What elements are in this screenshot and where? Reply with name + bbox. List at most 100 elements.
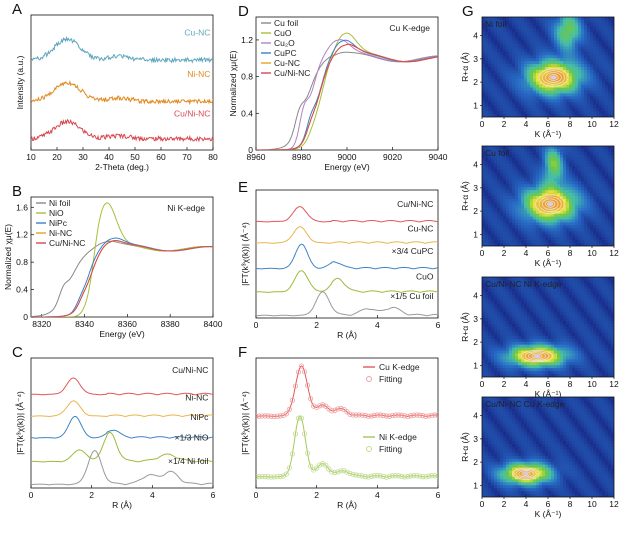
x-tick-label: 6	[546, 119, 551, 129]
panel-label: D	[238, 3, 249, 20]
x-tick-label: 12	[609, 119, 619, 129]
series-line	[256, 366, 438, 417]
x-tick-label: 6	[546, 379, 551, 389]
heatmap-cells	[482, 146, 615, 247]
x-tick-label: 6	[546, 248, 551, 258]
contour-peak	[547, 202, 553, 206]
x-tick-label: 30	[78, 152, 88, 162]
x-tick-label: 0	[480, 119, 485, 129]
x-tick-label: 10	[587, 119, 597, 129]
y-axis-label: R+α (Å)	[460, 52, 470, 82]
x-tick-label: 8	[568, 379, 573, 389]
x-tick-label: 2	[502, 119, 507, 129]
y-tick-label: 2	[473, 206, 478, 216]
series-annotation: Ni-NC	[187, 69, 210, 79]
x-tick-label: 2	[314, 320, 319, 330]
x-tick-label: 8320	[32, 319, 51, 329]
panel-label: B	[12, 183, 22, 200]
panel-label: F	[238, 344, 247, 361]
y-tick-label: 1	[473, 229, 478, 239]
series-annotation: CuO	[416, 272, 434, 282]
series-line	[256, 416, 438, 477]
y-tick-label: 4	[473, 31, 478, 41]
x-tick-label: 2	[502, 379, 507, 389]
legend-label: CuO	[274, 28, 292, 38]
x-axis-label: Energy (eV)	[324, 162, 370, 172]
x-tick-label: 2	[89, 490, 94, 500]
legend-label: Fitting	[379, 374, 402, 384]
x-tick-label: 4	[524, 379, 529, 389]
x-tick-label: 4	[375, 490, 380, 500]
y-tick-label: 1	[473, 100, 478, 110]
y-tick-label: 4	[473, 291, 478, 301]
series-line	[31, 120, 213, 141]
series-annotation: Cu-NC	[407, 224, 433, 234]
x-tick-label: 9040	[429, 152, 448, 162]
y-axis-label: Normalized χμ(E)	[228, 50, 238, 116]
x-tick-label: 9000	[338, 152, 357, 162]
edge-title: Cu K-edge	[389, 23, 430, 33]
y-tick-label: 0.4	[16, 285, 28, 295]
x-tick-label: 70	[182, 152, 192, 162]
x-tick-label: 12	[609, 248, 619, 258]
legend-label: Cu₂O	[274, 38, 295, 48]
legend-label: Cu/Ni-NC	[274, 68, 310, 78]
legend-label: Ni foil	[49, 198, 70, 208]
x-tick-label: 60	[156, 152, 166, 162]
series-line	[31, 241, 213, 317]
x-tick-label: 8	[568, 119, 573, 129]
legend-label: CuPC	[274, 48, 297, 58]
legend-label: Cu foil	[274, 18, 298, 28]
series-annotation: Cu/Ni-NC	[397, 199, 433, 209]
legend-label: Cu-NC	[274, 58, 300, 68]
legend-marker	[367, 377, 372, 382]
y-tick-label: 3	[473, 54, 478, 64]
series-group	[254, 364, 440, 480]
x-tick-label: 6	[436, 320, 441, 330]
legend-label: NiPc	[49, 218, 68, 228]
heatmap-cells	[482, 397, 615, 498]
x-tick-label: 0	[480, 248, 485, 258]
x-tick-label: 40	[104, 152, 114, 162]
heatmap-cells	[482, 17, 615, 118]
x-tick-label: 0	[254, 490, 259, 500]
x-axis-label: R (Å)	[337, 500, 357, 510]
y-tick-label: 0	[248, 145, 253, 155]
y-axis-label: |FT(k³χ(k))| (Å⁻⁴)	[15, 391, 25, 455]
panel-label: A	[12, 1, 22, 18]
x-tick-label: 6	[436, 490, 441, 500]
x-tick-label: 10	[587, 379, 597, 389]
x-tick-label: 2	[502, 248, 507, 258]
edge-title: Ni K-edge	[167, 203, 205, 213]
y-tick-label: 1.6	[16, 202, 28, 212]
y-tick-label: 1.2	[16, 230, 28, 240]
y-tick-label: 3	[473, 183, 478, 193]
series-annotation: ×3/4 CuPC	[392, 246, 434, 256]
series-annotation: NiPc	[190, 412, 209, 422]
x-tick-label: 20	[52, 152, 62, 162]
series-annotation: ×1/5 Cu foil	[390, 291, 433, 301]
series-annotation: Cu-NC	[184, 28, 210, 38]
y-axis-label: Intensity (a.u.)	[15, 55, 25, 109]
series-line	[31, 238, 213, 317]
x-tick-label: 0	[480, 379, 485, 389]
y-tick-label: 0.4	[241, 108, 253, 118]
y-axis-label: R+α (Å)	[460, 181, 470, 211]
y-tick-label: 0.8	[241, 72, 253, 82]
x-axis-label: Energy (eV)	[99, 329, 145, 339]
x-tick-label: 4	[375, 320, 380, 330]
heatmap-title: Cu/Ni-NC Ni K-edge	[485, 279, 562, 289]
legend-label: Fitting	[379, 444, 402, 454]
y-tick-label: 1.2	[241, 35, 253, 45]
x-tick-label: 0	[254, 320, 259, 330]
x-tick-label: 4	[524, 119, 529, 129]
legend-label: Cu/Ni-NC	[49, 238, 85, 248]
